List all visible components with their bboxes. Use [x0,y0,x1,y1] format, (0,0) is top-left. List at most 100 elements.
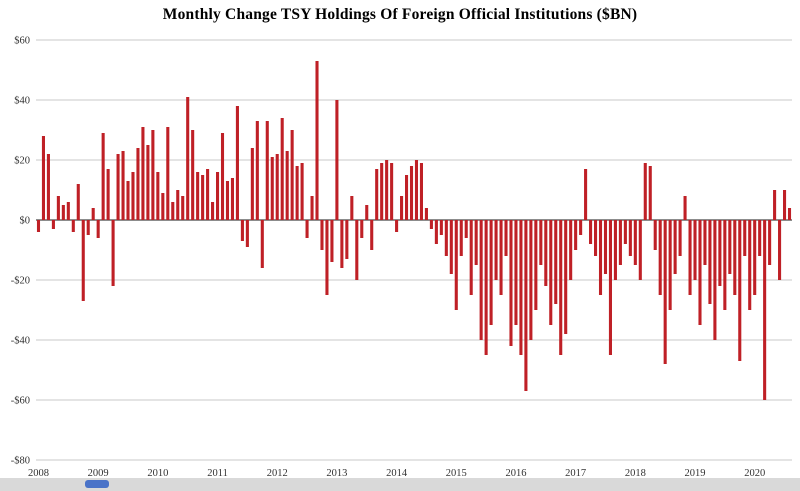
bar [305,220,309,238]
bar [46,154,50,220]
x-axis-tick-label: 2018 [625,468,646,478]
x-axis-tick-label: 2012 [267,468,288,478]
bar [718,220,722,286]
bar [773,190,777,220]
bar [668,220,672,310]
bar [643,163,647,220]
bar [300,163,304,220]
bar [310,196,314,220]
bar [66,202,70,220]
y-axis-tick-label: $20 [14,156,30,167]
bar [683,196,687,220]
bar [240,220,244,241]
bar [549,220,553,325]
bar [728,220,732,274]
bar [753,220,757,295]
x-axis-tick-label: 2009 [88,468,109,478]
bar [395,220,399,232]
bar [186,97,190,220]
bar [111,220,115,286]
bar [76,184,80,220]
bar [325,220,329,295]
bar [385,160,389,220]
bar [191,130,195,220]
bar [584,169,588,220]
bar [156,172,160,220]
x-axis-tick-label: 2020 [744,468,765,478]
y-axis-tick-label: $60 [14,36,30,47]
bar [579,220,583,235]
bar [564,220,568,334]
bar [201,175,205,220]
bar [216,172,220,220]
bar [459,220,463,256]
bar [370,220,374,250]
bar [698,220,702,325]
x-axis-tick-label: 2015 [446,468,467,478]
bar [265,121,269,220]
bar [61,205,65,220]
bar [623,220,627,244]
footer-bar [0,478,800,491]
bar [738,220,742,361]
bar [603,220,608,274]
bar [464,220,468,238]
bar [375,169,379,220]
bar [688,220,692,295]
bar [768,220,772,265]
bar [673,220,677,274]
x-axis-tick-label: 2008 [28,468,49,478]
bar [509,220,513,346]
bar [290,130,294,220]
bar [220,133,225,220]
x-axis-tick-label: 2017 [565,468,586,478]
chart-title: Monthly Change TSY Holdings Of Foreign O… [162,6,638,23]
bar [126,181,130,220]
y-axis-tick-label: -$40 [11,336,30,347]
bar [648,166,652,220]
bar [638,220,642,280]
bar [270,157,274,220]
y-axis-tick-label: -$60 [11,396,30,407]
bar [295,166,299,220]
bar [400,196,404,220]
bar [390,163,394,220]
bar [434,220,438,244]
bar [225,181,230,220]
bar [330,220,334,262]
bar [345,220,349,259]
bar [151,130,155,220]
x-axis-tick-label: 2010 [147,468,168,478]
bar [598,220,603,295]
bar [653,220,657,250]
bar [250,148,254,220]
bar [181,196,185,220]
bar [81,220,85,301]
bar [230,178,234,220]
x-axis-tick-label: 2011 [207,468,228,478]
bar [544,220,548,286]
x-axis-tick-label: 2016 [505,468,526,478]
y-axis-tick-label: -$20 [11,276,30,287]
bar [474,220,478,265]
bar [424,208,428,220]
bar [51,220,55,229]
bar [479,220,483,340]
bar [494,220,498,280]
bar [733,220,737,295]
bar [320,220,324,250]
bar [554,220,558,304]
bar [419,163,423,220]
bar [708,220,712,304]
bar [176,190,180,220]
bar [196,172,200,220]
bar [280,118,284,220]
x-axis-tick-label: 2019 [685,468,706,478]
bar [340,220,344,268]
bar [783,190,787,220]
bar [633,220,637,265]
bar [499,220,503,295]
bar [409,166,414,220]
